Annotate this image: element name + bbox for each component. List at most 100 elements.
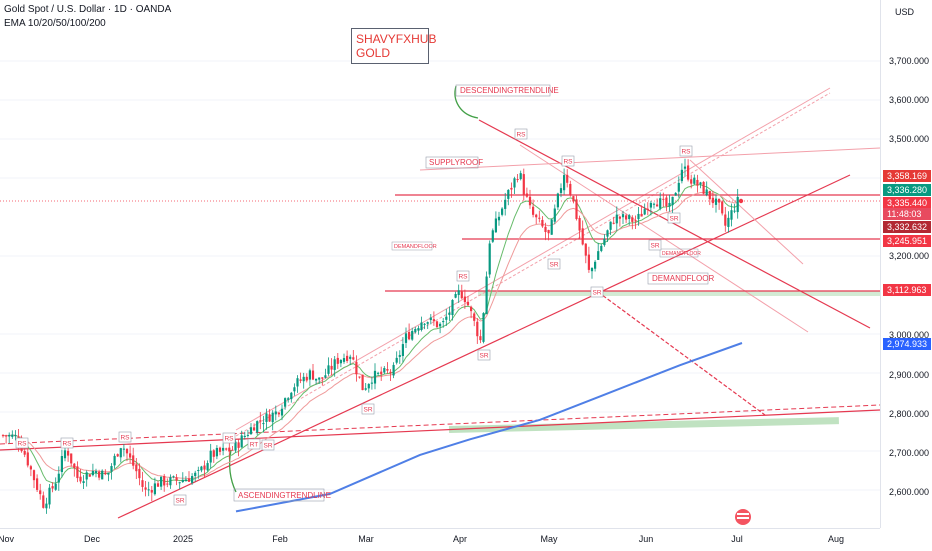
time-label: Mar <box>358 534 374 544</box>
candle <box>287 397 290 403</box>
candle <box>184 476 187 482</box>
candle <box>333 356 336 377</box>
candle <box>107 472 110 482</box>
currency-label[interactable]: USD <box>895 7 915 17</box>
candle <box>671 196 674 214</box>
price-tag: 3,245.951 <box>883 235 931 247</box>
ema-10-line <box>2 183 738 484</box>
sr-marker: SR <box>590 286 604 298</box>
candle <box>417 325 420 335</box>
candle <box>212 449 215 463</box>
candle <box>544 222 547 241</box>
candle <box>699 181 702 189</box>
watermark-line2: GOLD <box>356 46 391 60</box>
candle <box>448 306 451 321</box>
candle <box>501 207 504 217</box>
marker-text: SR <box>669 216 678 223</box>
sr-marker: SR <box>173 494 187 506</box>
marker-text: RT <box>250 442 259 449</box>
time-label: Nov <box>0 534 15 544</box>
candle <box>147 481 150 497</box>
candle <box>721 200 724 216</box>
candle <box>401 337 404 363</box>
candle <box>386 362 389 374</box>
rs-marker: RS <box>679 145 693 157</box>
time-label: Feb <box>272 534 288 544</box>
candle <box>311 364 315 381</box>
candle <box>262 415 265 433</box>
candle <box>60 449 63 478</box>
demand-zone <box>478 291 880 296</box>
demand-label-right: DEMANDFLOOR <box>652 274 714 283</box>
candle <box>370 376 373 390</box>
countdown-tag: 11:48:03 <box>883 208 931 220</box>
price-axis[interactable]: USD 3,700.000 3,600.000 3,500.000 3,400.… <box>880 0 932 528</box>
candle <box>349 354 352 366</box>
ascending-label: ASCENDINGTRENDLINE <box>238 491 331 500</box>
candle <box>528 189 532 209</box>
channel-upper-dash <box>235 92 831 437</box>
candle <box>94 468 98 478</box>
candle <box>479 329 482 344</box>
candle <box>228 441 231 460</box>
marker-text: SR <box>650 243 659 250</box>
price-label: 3,500.000 <box>888 134 929 144</box>
candle <box>398 350 401 364</box>
candle <box>318 377 321 384</box>
candle <box>324 368 327 379</box>
candle <box>541 216 544 228</box>
candle <box>110 463 113 480</box>
candle <box>48 483 51 509</box>
chart-canvas[interactable]: DESCENDINGTRENDLINE ASCENDINGTRENDLINE S… <box>0 0 880 528</box>
candle <box>104 469 107 476</box>
ema-20-line <box>2 191 738 480</box>
candle <box>618 215 621 227</box>
time-label: Jun <box>638 534 654 544</box>
candle <box>690 174 693 189</box>
candle <box>404 327 408 349</box>
candle <box>587 246 590 273</box>
support-line <box>0 409 880 451</box>
candle <box>367 383 370 393</box>
candle <box>578 215 581 240</box>
candle <box>141 471 144 492</box>
descending-arrow-curve <box>454 85 479 119</box>
candle <box>346 350 349 364</box>
marker-text: SR <box>175 498 184 505</box>
candle <box>646 202 649 216</box>
candle <box>519 170 522 181</box>
candle <box>156 480 160 487</box>
candle <box>563 168 566 195</box>
candle <box>361 374 364 391</box>
candle <box>358 376 361 379</box>
price-tag: 3,358.169 <box>883 170 931 182</box>
candle <box>222 443 225 456</box>
indicator-legend[interactable]: EMA 10/20/50/100/200 <box>4 18 106 29</box>
candle <box>256 420 259 436</box>
candle <box>88 473 91 477</box>
candle <box>482 312 485 344</box>
candle <box>609 221 612 236</box>
candle <box>42 491 45 509</box>
candle <box>355 355 358 382</box>
candle <box>194 470 197 482</box>
candle <box>299 372 302 384</box>
candle <box>29 464 32 477</box>
candle <box>615 206 618 231</box>
sr-marker: SR <box>667 212 681 224</box>
candle <box>708 190 711 206</box>
time-axis[interactable]: Nov Dec 2025 Feb Mar Apr May Jun Jul Aug <box>0 528 880 551</box>
candle <box>420 316 423 332</box>
candle <box>215 445 218 460</box>
price-chart[interactable]: DESCENDINGTRENDLINE ASCENDINGTRENDLINE S… <box>0 0 880 528</box>
candle <box>597 242 600 261</box>
candle <box>680 163 683 184</box>
candle <box>513 176 516 194</box>
candle <box>724 206 727 232</box>
candle <box>525 187 528 198</box>
symbol-title[interactable]: Gold Spot / U.S. Dollar · 1D · OANDA <box>4 4 172 15</box>
candle <box>296 375 299 393</box>
candle <box>485 271 488 315</box>
candle <box>206 460 209 472</box>
price-label: 2,900.000 <box>888 370 929 380</box>
